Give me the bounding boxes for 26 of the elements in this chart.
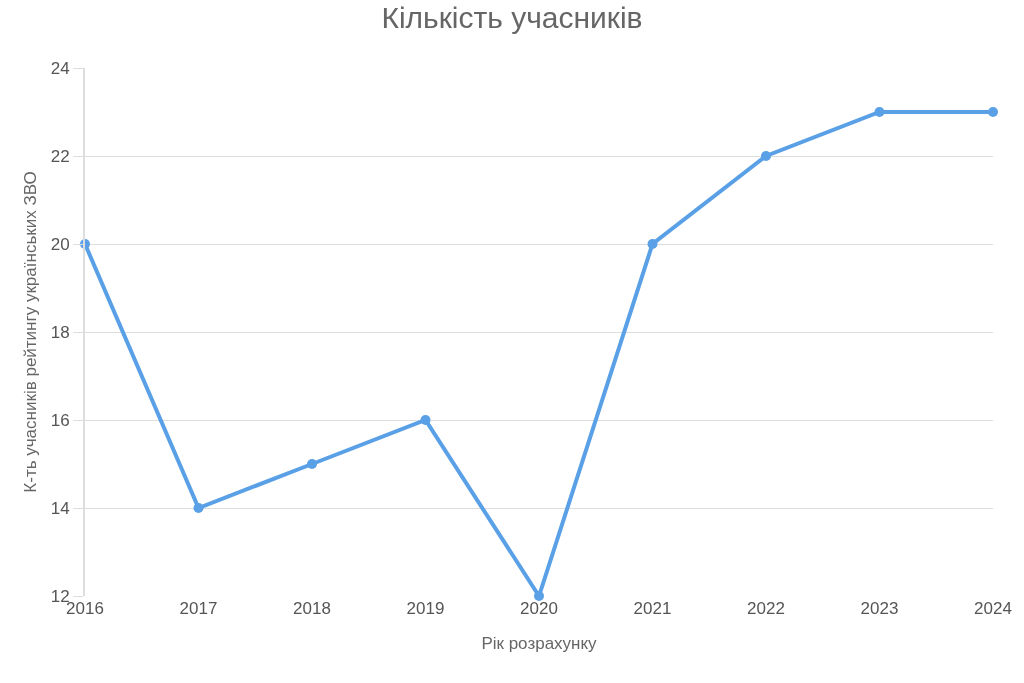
point — [761, 151, 771, 161]
y-tick-label: 20 — [50, 234, 70, 254]
x-tick-label: 2016 — [66, 599, 104, 618]
x-tick-label: 2020 — [520, 599, 558, 618]
point — [420, 415, 431, 425]
x-tick-label: 2021 — [633, 599, 672, 618]
x-tick-label: 2022 — [747, 599, 785, 618]
point — [647, 239, 658, 249]
chart-title: Кількість учасників — [381, 0, 643, 34]
point — [874, 107, 885, 117]
x-tick-label: 2024 — [974, 599, 1012, 618]
point — [988, 107, 998, 117]
y-tick-label: 16 — [50, 410, 70, 430]
x-tick-label: 2019 — [406, 599, 445, 618]
x-tick-label: 2017 — [179, 599, 218, 618]
y-tick-label: 14 — [50, 498, 70, 518]
y-tick-label: 24 — [50, 58, 70, 78]
x-tick-label: 2018 — [293, 599, 331, 618]
point — [193, 503, 204, 513]
point — [307, 459, 317, 469]
y-tick-label: 18 — [50, 322, 70, 342]
point — [534, 591, 544, 601]
x-axis-title: Рік розрахунку — [481, 634, 598, 654]
x-tick-label: 2023 — [860, 599, 899, 618]
y-tick-label: 22 — [50, 146, 70, 166]
y-axis-title: К-ть учасників рейтингу українських ЗВО — [20, 171, 40, 493]
